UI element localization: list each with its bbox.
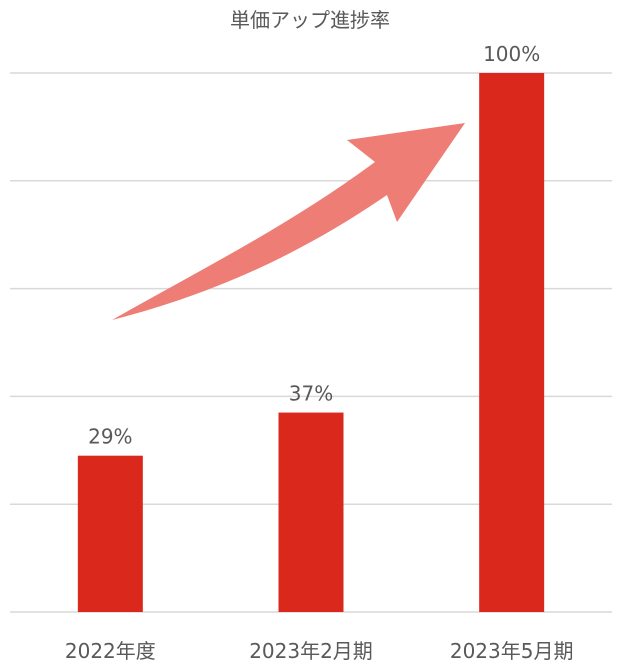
- data-label: 100%: [483, 42, 540, 66]
- category-label: 2023年2月期: [249, 639, 373, 663]
- bar: [278, 412, 344, 612]
- chart-title: 単価アップ進捗率: [230, 8, 390, 32]
- trend-arrow-icon: [112, 123, 465, 320]
- category-label: 2022年度: [65, 639, 156, 663]
- bar: [77, 455, 143, 612]
- bar: [479, 73, 545, 612]
- data-label: 29%: [88, 425, 132, 449]
- data-label: 37%: [289, 382, 333, 406]
- category-label: 2023年5月期: [450, 639, 574, 663]
